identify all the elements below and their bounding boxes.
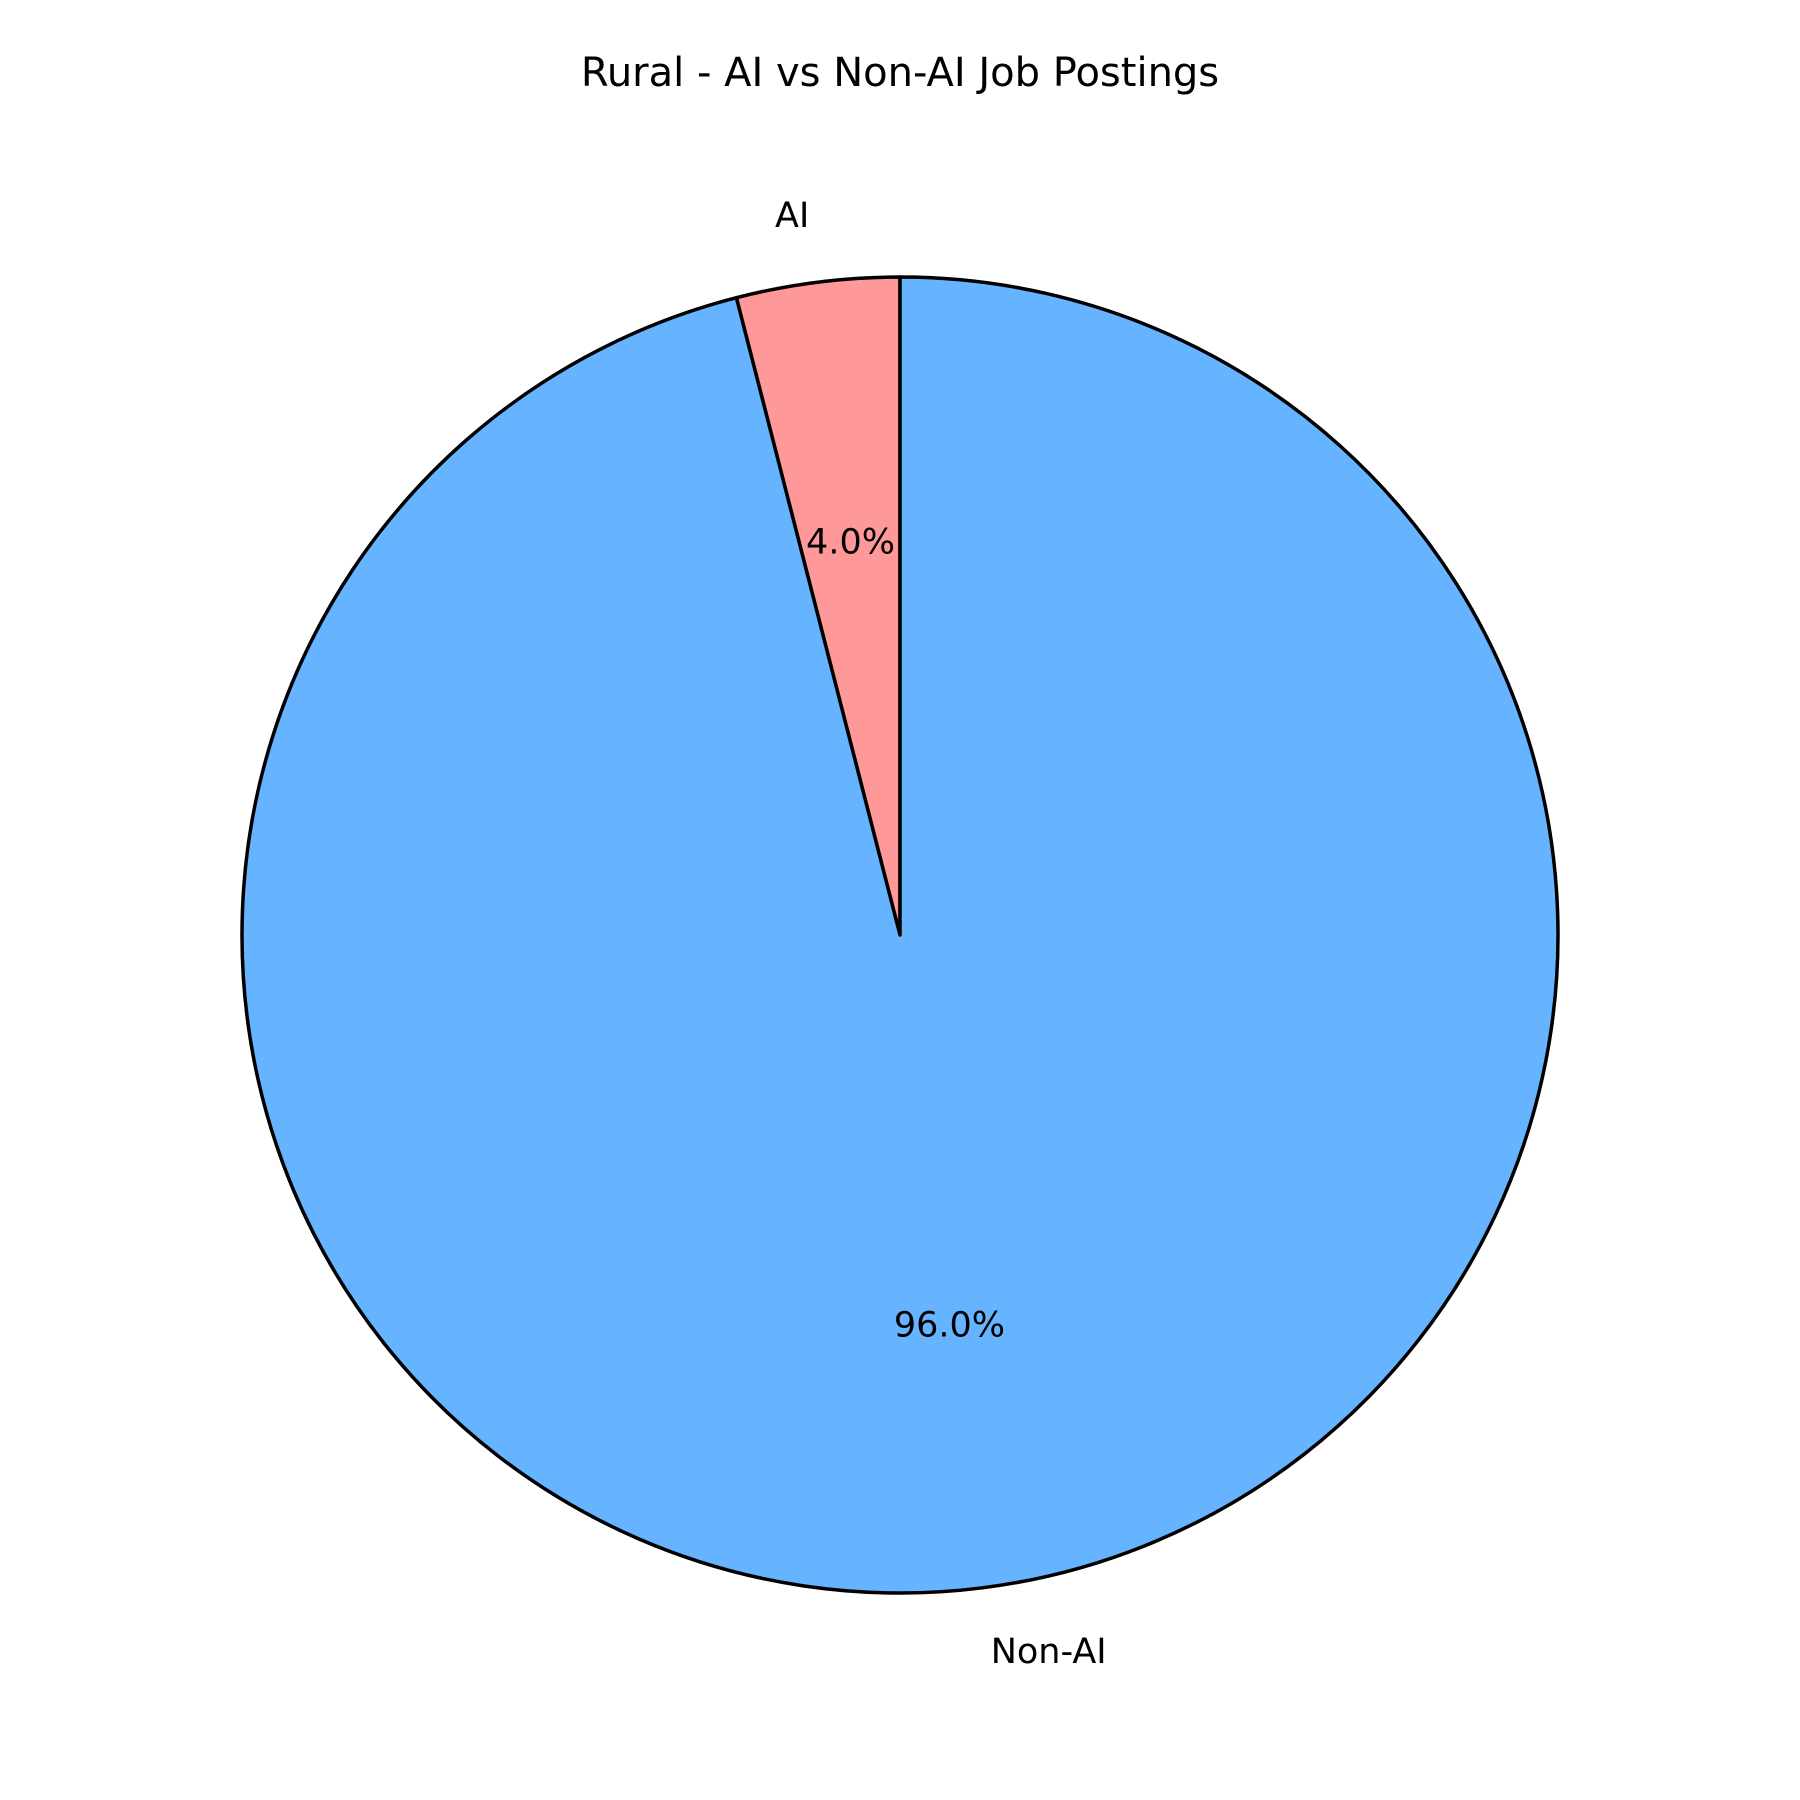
pie-slices xyxy=(240,275,1560,1595)
slice-label-non-ai: Non-AI xyxy=(991,1632,1107,1672)
slice-label-ai: AI xyxy=(775,196,809,236)
slice-percent-non-ai: 96.0% xyxy=(894,1306,1005,1346)
pie-slice-non-ai xyxy=(240,275,1560,1595)
slice-percent-ai: 4.0% xyxy=(806,522,895,562)
pie-labels: AI 4.0% Non-AI 96.0% xyxy=(775,196,1107,1672)
chart-title: Rural - AI vs Non-AI Job Postings xyxy=(581,50,1219,96)
